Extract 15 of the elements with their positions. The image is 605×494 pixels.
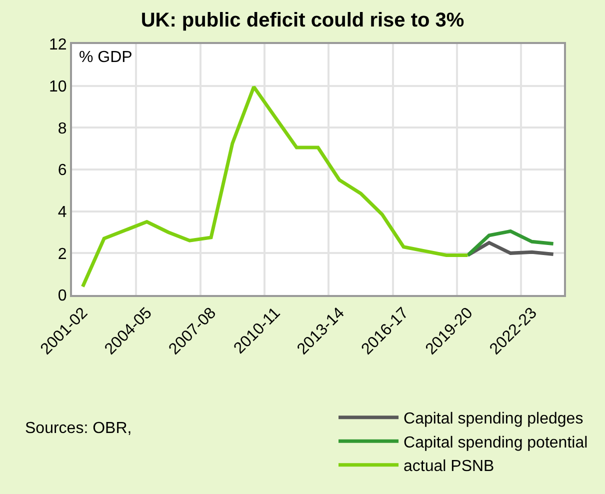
line-series xyxy=(80,85,470,288)
chart-title: UK: public deficit could rise to 3% xyxy=(140,9,464,32)
y-tick-label: 0 xyxy=(58,288,67,305)
y-tick-label: 6 xyxy=(58,162,67,180)
y-tick-label: 2 xyxy=(58,246,67,263)
y-tick-label: 10 xyxy=(49,78,67,96)
y-tick-label: 4 xyxy=(58,204,67,221)
y-axis-title: % GDP xyxy=(79,49,132,66)
line-series xyxy=(466,229,556,258)
y-tick-label: 12 xyxy=(49,36,67,54)
legend-label: Capital spending potential xyxy=(404,434,588,452)
y-tick-label: 8 xyxy=(58,120,67,138)
source-note: Sources: OBR, xyxy=(25,420,132,437)
legend-label: Capital spending pledges xyxy=(404,410,584,428)
legend-label: actual PSNB xyxy=(404,458,494,476)
